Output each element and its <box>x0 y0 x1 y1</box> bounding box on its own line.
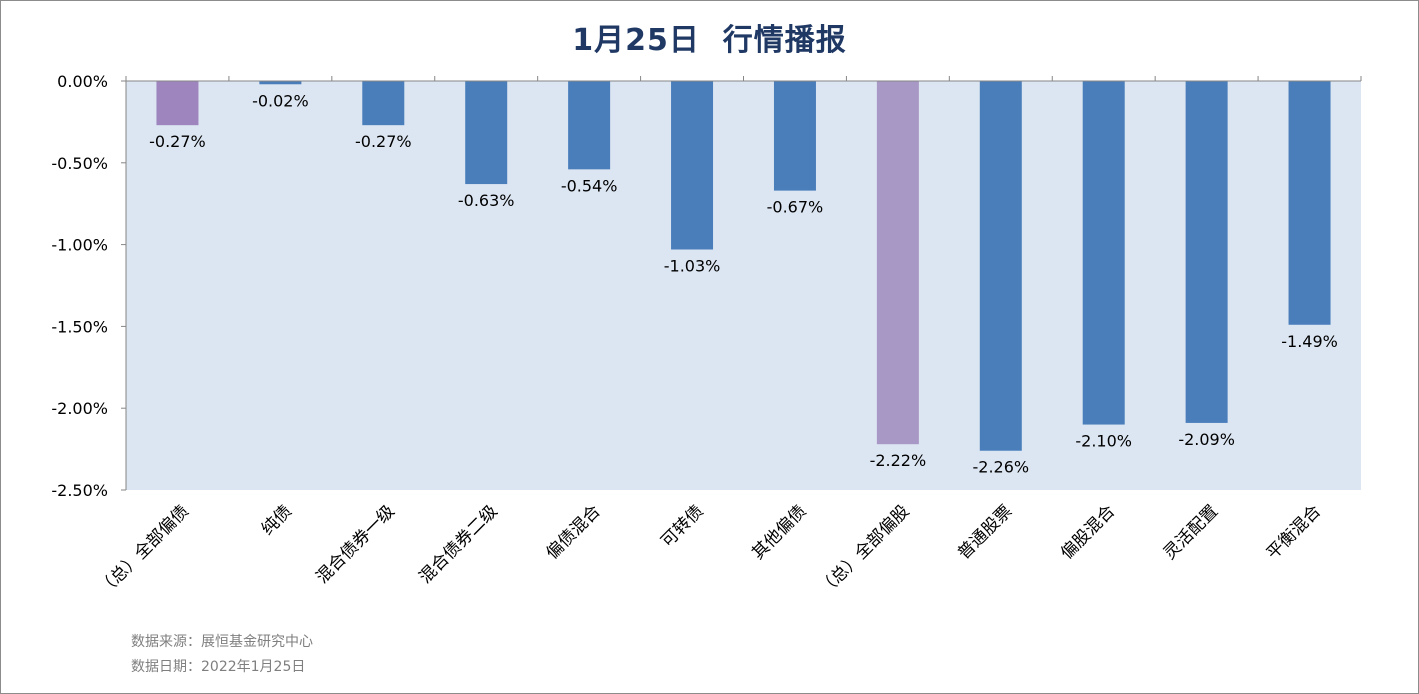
x-tick-label: 平衡混合 <box>1263 501 1325 563</box>
data-label: -2.22% <box>870 451 927 470</box>
data-label: -0.54% <box>561 176 618 195</box>
x-tick-label: 偏债混合 <box>542 501 604 563</box>
bar <box>259 81 302 85</box>
y-tick-label: -2.00% <box>51 399 108 418</box>
data-label: -2.10% <box>1075 432 1132 451</box>
bar <box>465 81 508 185</box>
x-tick-label: （总）全部偏股 <box>815 501 913 599</box>
y-tick-label: -0.50% <box>51 154 108 173</box>
data-label: -0.27% <box>355 132 412 151</box>
plot-area <box>126 81 1361 490</box>
data-label: -1.03% <box>664 257 721 276</box>
chart-title: 1月25日 行情播报 <box>1 15 1418 59</box>
bar <box>1082 81 1125 425</box>
bar <box>1185 81 1228 423</box>
data-label: -2.09% <box>1178 430 1235 449</box>
x-tick-label: 普通股票 <box>954 501 1016 563</box>
data-label: -0.67% <box>767 198 824 217</box>
x-tick-label: 灵活配置 <box>1160 501 1222 563</box>
bar <box>156 81 199 126</box>
data-label: -0.63% <box>458 191 515 210</box>
x-tick-label: 可转债 <box>657 501 707 551</box>
chart-title-date: 1月25日 <box>572 23 700 58</box>
data-label: -0.27% <box>149 132 206 151</box>
chart-title-text: 行情播报 <box>722 23 847 58</box>
x-tick-label: 其他偏债 <box>748 501 810 563</box>
y-tick-label: -2.50% <box>51 481 108 500</box>
y-tick-label: 0.00% <box>57 72 108 91</box>
bar <box>362 81 405 126</box>
x-tick-label: （总）全部偏债 <box>95 501 193 599</box>
data-label: -0.02% <box>252 91 309 110</box>
bar <box>773 81 816 191</box>
y-tick-label: -1.00% <box>51 236 108 255</box>
y-tick-label: -1.50% <box>51 317 108 336</box>
data-source-note: 数据来源：展恒基金研究中心 <box>131 634 313 650</box>
bar <box>1288 81 1331 325</box>
bar <box>876 81 919 445</box>
data-label: -1.49% <box>1281 332 1338 351</box>
bar <box>979 81 1022 451</box>
x-tick-label: 偏股混合 <box>1057 501 1119 563</box>
bar <box>671 81 714 250</box>
data-date-note: 数据日期：2022年1月25日 <box>131 659 306 675</box>
x-tick-label: 纯债 <box>258 501 296 539</box>
x-tick-label: 混合债券二级 <box>415 501 501 587</box>
x-tick-label: 混合债券一级 <box>313 501 399 587</box>
bar <box>568 81 611 170</box>
data-label: -2.26% <box>972 458 1029 477</box>
